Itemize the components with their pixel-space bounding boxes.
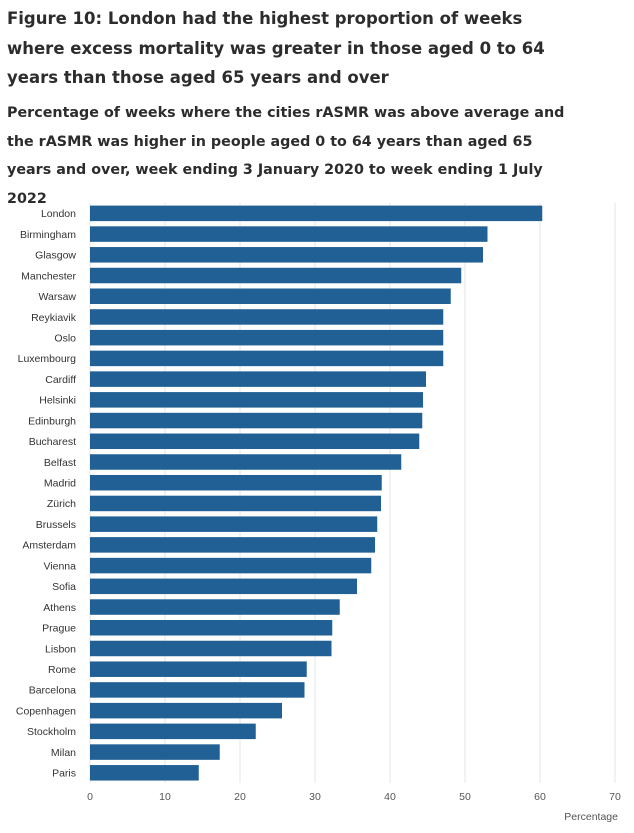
bar-birmingham [90, 226, 488, 242]
x-tick-label: 40 [384, 791, 396, 803]
category-label: Bucharest [29, 436, 76, 448]
category-label: Paris [52, 768, 76, 780]
category-label: Copenhagen [16, 705, 76, 717]
category-labels: London Birmingham Glasgow Manchester Warsaw R… [16, 208, 77, 779]
category-label: Sofia [52, 581, 76, 593]
bar-barcelona [90, 682, 305, 698]
bar-cardiff [90, 371, 426, 387]
figure-title: Figure 10: London had the highest propor… [7, 9, 545, 87]
bar-warsaw [90, 288, 451, 304]
category-label: Belfast [44, 457, 76, 469]
category-label: Glasgow [35, 250, 76, 262]
category-label: Vienna [43, 560, 76, 572]
category-label: Oslo [54, 332, 76, 344]
category-label: Amsterdam [22, 540, 76, 552]
category-label: London [41, 208, 76, 220]
bar-london [90, 205, 543, 222]
bar-glasgow [90, 247, 483, 263]
category-label: Madrid [44, 478, 76, 490]
bar-bucharest [90, 433, 420, 450]
bar-belfast [90, 454, 402, 470]
category-label: Helsinki [39, 395, 76, 407]
bar-manchester [90, 267, 462, 284]
bar-oslo [90, 329, 444, 346]
bar-stockholm [90, 723, 256, 740]
figure-subtitle: Percentage of weeks where the cities rAS… [7, 105, 565, 207]
bar-rome [90, 661, 307, 677]
category-label: Prague [42, 623, 76, 635]
x-tick-label: 30 [309, 791, 321, 803]
category-label: Edinburgh [28, 415, 76, 427]
bar-amsterdam [90, 537, 375, 553]
bar-prague [90, 620, 333, 636]
category-label: Athens [43, 602, 76, 614]
category-label: Barcelona [29, 685, 76, 697]
bar-helsinki [90, 392, 423, 408]
category-label: Milan [51, 747, 76, 759]
category-label: Warsaw [38, 291, 76, 303]
bar-edinburgh [90, 412, 423, 429]
bar-z-rich [90, 495, 381, 512]
x-tick-label: 70 [609, 791, 621, 803]
x-tick-label: 50 [459, 791, 471, 803]
bar-milan [90, 744, 220, 760]
category-label: Zürich [47, 498, 76, 510]
x-axis-ticks: 0 10 20 30 40 50 60 70 [87, 791, 621, 803]
category-label: Brussels [36, 519, 76, 531]
category-label: Reykiavik [31, 312, 77, 324]
bar-lisbon [90, 640, 332, 657]
bar-madrid [90, 474, 382, 491]
bar-luxembourg [90, 350, 444, 367]
x-tick-label: 0 [87, 791, 93, 803]
bar-copenhagen [90, 702, 282, 719]
x-tick-label: 10 [159, 791, 171, 803]
bar-brussels [90, 516, 378, 532]
x-tick-label: 60 [534, 791, 546, 803]
bars [90, 205, 543, 781]
category-label: Birmingham [20, 229, 76, 241]
bar-sofia [90, 578, 357, 595]
bar-reykiavik [90, 309, 444, 325]
x-axis-label: Percentage [564, 811, 618, 823]
bar-vienna [90, 557, 372, 574]
category-label: Lisbon [45, 643, 76, 655]
bar-athens [90, 599, 340, 615]
category-label: Cardiff [45, 374, 76, 386]
category-label: Rome [48, 664, 76, 676]
x-tick-label: 20 [234, 791, 246, 803]
bar-paris [90, 765, 199, 781]
category-label: Manchester [21, 270, 76, 282]
category-label: Luxembourg [18, 353, 77, 365]
category-label: Stockholm [27, 726, 76, 738]
